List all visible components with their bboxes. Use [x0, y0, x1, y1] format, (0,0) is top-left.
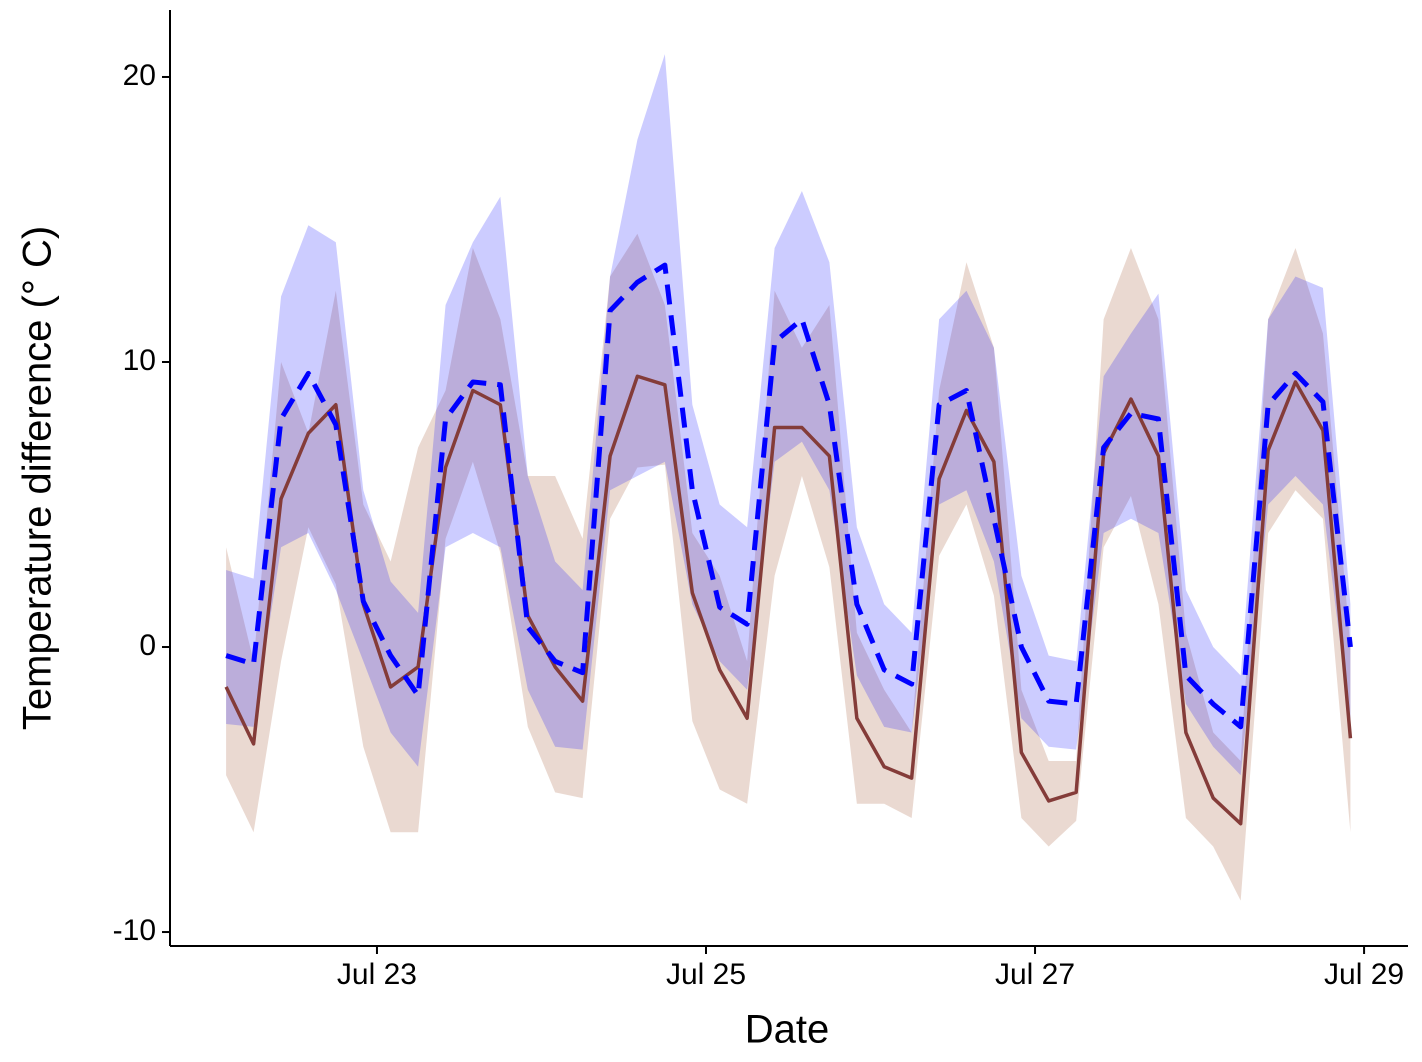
- series-line: [225, 262, 1353, 730]
- y-tick-label: 0: [139, 629, 156, 662]
- y-tick-label: 20: [123, 59, 156, 92]
- series-line: [224, 374, 1353, 826]
- x-tick-label: Jul 29: [1324, 958, 1404, 991]
- y-tick-label: -10: [113, 914, 156, 947]
- x-tick-label: Jul 27: [995, 958, 1075, 991]
- x-axis-title: Date: [745, 1008, 830, 1052]
- confidence-band: [226, 233, 1351, 901]
- y-axis-title: Temperature difference (° C): [16, 226, 60, 730]
- x-tick-label: Jul 23: [337, 958, 417, 991]
- confidence-band: [226, 54, 1351, 776]
- y-tick-label: 10: [123, 344, 156, 377]
- x-tick-label: Jul 25: [666, 958, 746, 991]
